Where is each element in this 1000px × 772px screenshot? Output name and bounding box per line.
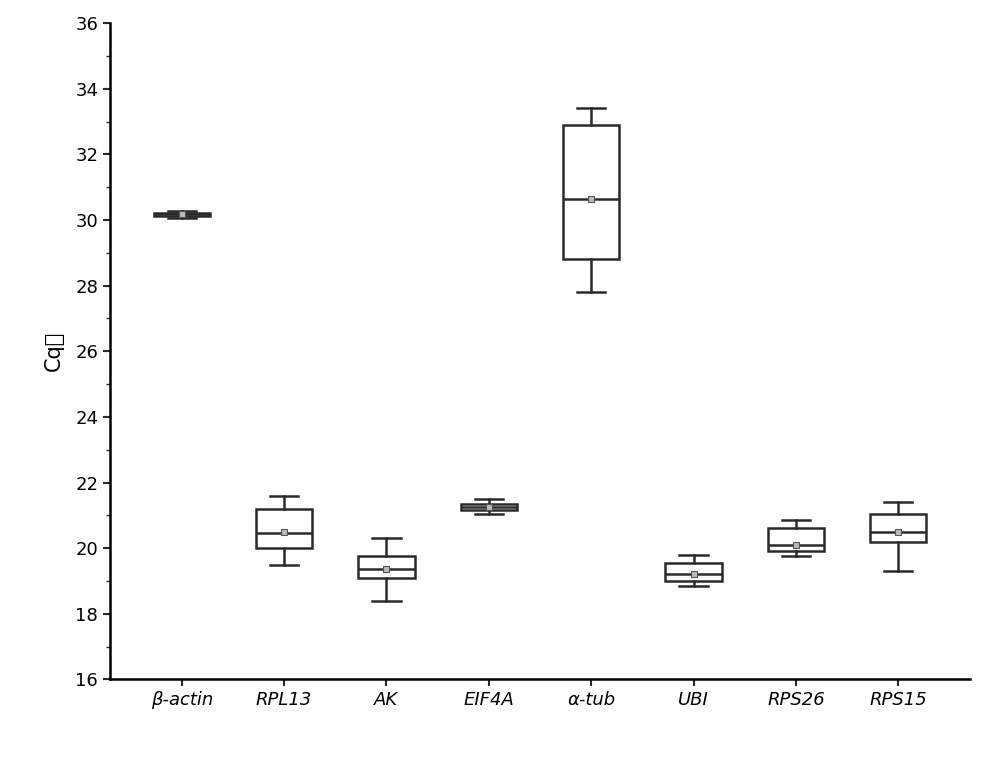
PathPatch shape — [665, 563, 722, 581]
PathPatch shape — [358, 557, 415, 577]
Y-axis label: Cq値: Cq値 — [44, 331, 64, 371]
PathPatch shape — [461, 504, 517, 510]
PathPatch shape — [154, 213, 210, 216]
PathPatch shape — [768, 528, 824, 551]
PathPatch shape — [563, 125, 619, 259]
PathPatch shape — [870, 513, 926, 542]
PathPatch shape — [256, 509, 312, 548]
